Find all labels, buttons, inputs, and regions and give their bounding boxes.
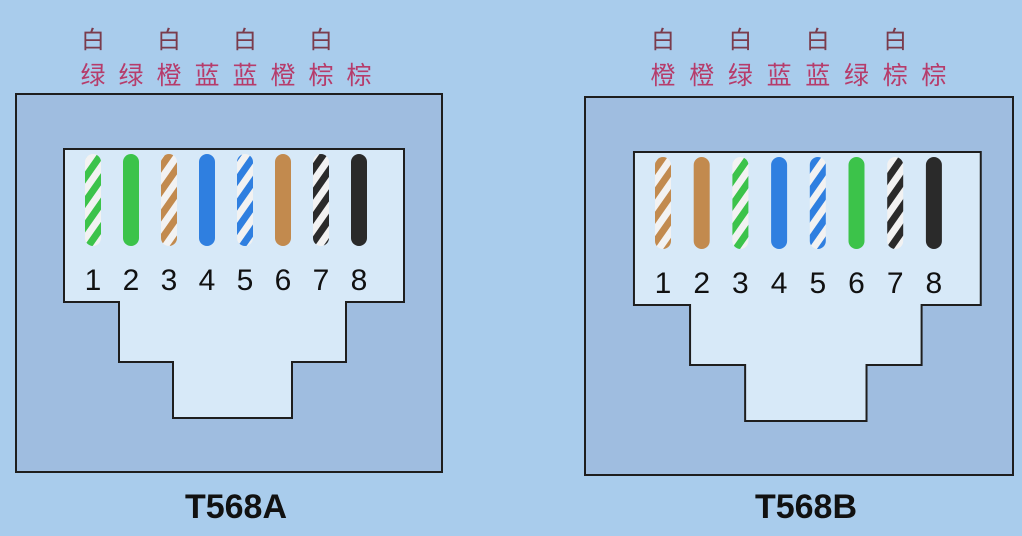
wire-color-labels: 白白白白绿绿橙蓝蓝橙棕棕	[80, 26, 371, 90]
pin-number: 5	[237, 264, 254, 297]
pin-number: 6	[848, 267, 865, 300]
color-word-label: 棕	[883, 61, 908, 90]
pin-number: 2	[123, 264, 140, 297]
white-marker-label: 白	[806, 26, 830, 54]
pin-number: 1	[85, 264, 102, 297]
wire-pin-1	[85, 154, 101, 246]
wire-pin-6	[848, 157, 865, 249]
color-word-label: 橙	[270, 61, 295, 90]
wire-pin-7	[887, 157, 904, 249]
color-word-label: 蓝	[232, 61, 257, 90]
pin-number: 8	[351, 264, 368, 297]
wire-pin-3	[161, 154, 177, 246]
color-word-label: 绿	[728, 61, 753, 90]
pin-number: 2	[693, 267, 710, 300]
wire-pin-3	[732, 157, 749, 249]
standard-title: T568A	[185, 488, 287, 526]
white-marker-label: 白	[728, 26, 752, 54]
color-word-label: 橙	[689, 61, 714, 90]
wire-pin-5	[237, 154, 253, 246]
wire-color-labels: 白白白白橙橙绿蓝蓝绿棕棕	[650, 26, 946, 90]
pin-number: 1	[655, 267, 672, 300]
t568b-connector: 1 2 3 4 5 6 7 8白白白白橙橙绿蓝蓝绿棕棕T568B	[584, 26, 1014, 526]
wire-pin-4	[771, 157, 788, 249]
white-marker-label: 白	[233, 26, 257, 54]
wire-pin-8	[925, 157, 942, 249]
wire-pin-5	[809, 157, 826, 249]
color-word-label: 棕	[921, 61, 946, 90]
color-word-label: 棕	[346, 61, 371, 90]
t568a-connector: 1 2 3 4 5 6 7 8白白白白绿绿橙蓝蓝橙棕棕T568A	[15, 26, 443, 526]
white-marker-label: 白	[309, 26, 333, 54]
white-marker-label: 白	[883, 26, 907, 54]
color-word-label: 绿	[80, 61, 105, 90]
color-word-label: 蓝	[805, 61, 830, 90]
pin-number: 7	[887, 267, 904, 300]
wire-pin-7	[313, 154, 329, 246]
color-word-label: 橙	[650, 61, 675, 90]
color-word-label: 蓝	[767, 61, 792, 90]
white-marker-label: 白	[81, 26, 105, 54]
color-word-label: 绿	[844, 61, 869, 90]
wire-pin-2	[693, 157, 710, 249]
pin-number: 6	[275, 264, 292, 297]
pin-number: 3	[161, 264, 178, 297]
wire-pin-8	[351, 154, 367, 246]
color-word-label: 蓝	[194, 61, 219, 90]
pin-number: 5	[809, 267, 826, 300]
color-word-label: 绿	[118, 61, 143, 90]
pin-number: 8	[926, 267, 943, 300]
wire-pin-4	[199, 154, 215, 246]
wire-pin-6	[275, 154, 291, 246]
standard-title: T568B	[755, 488, 857, 526]
white-marker-label: 白	[651, 26, 675, 54]
wire-pin-1	[655, 157, 671, 249]
pin-number: 4	[199, 264, 216, 297]
white-marker-label: 白	[157, 26, 181, 54]
pin-number: 7	[313, 264, 330, 297]
pin-number: 4	[771, 267, 788, 300]
pin-number: 3	[732, 267, 749, 300]
wire-pin-2	[123, 154, 139, 246]
color-word-label: 棕	[308, 61, 333, 90]
color-word-label: 橙	[156, 61, 181, 90]
